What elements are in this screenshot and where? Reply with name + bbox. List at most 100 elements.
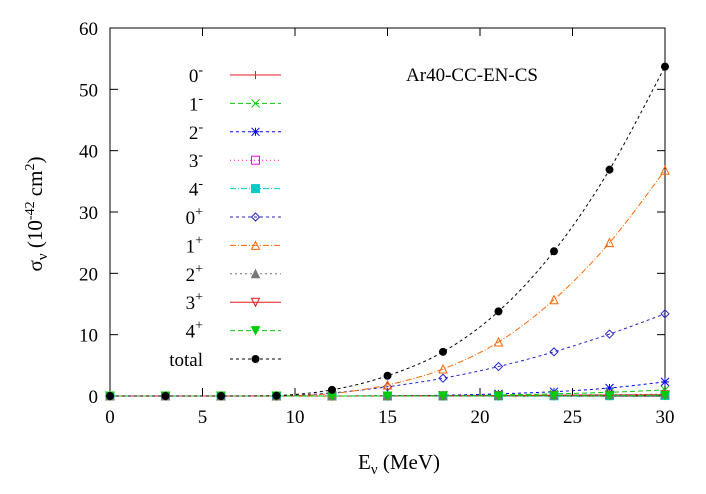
legend-item-4minus: 4- <box>189 177 281 201</box>
legend-marker-1minus <box>251 99 260 108</box>
legend-item-0minus: 0- <box>189 63 281 87</box>
data-point-2minus <box>660 377 670 387</box>
legend-marker-1plus <box>250 240 261 250</box>
series-total <box>106 62 669 400</box>
legend-label-1minus: 1- <box>189 91 204 115</box>
marker-shape <box>250 326 261 336</box>
data-point-total <box>161 392 170 400</box>
data-point-1plus <box>604 237 615 248</box>
legend-marker-3minus <box>251 155 260 165</box>
marker-shape <box>272 391 281 400</box>
x-axis-label: Eν (MeV) <box>358 450 440 478</box>
legend-label-0minus: 0- <box>189 63 204 87</box>
legend-label-3minus: 3- <box>189 148 204 172</box>
legend-marker-2minus <box>251 127 260 137</box>
series-line-total <box>109 66 666 397</box>
marker-shape <box>605 165 614 174</box>
data-point-1plus <box>382 379 393 390</box>
data-point-total <box>217 392 225 400</box>
chart-annotation: Ar40-CC-EN-CS <box>406 65 538 86</box>
data-point-1plus <box>660 165 670 175</box>
marker-shape <box>661 62 669 71</box>
marker-shape <box>217 392 225 400</box>
data-point-1plus <box>438 363 448 374</box>
marker-shape <box>328 385 336 394</box>
y-axis-label: σν (10-42 cm2) <box>23 157 51 272</box>
legend-label-1plus: 1+ <box>186 233 204 257</box>
marker-stroke <box>251 99 260 108</box>
legend-label-2plus: 2+ <box>186 262 204 286</box>
marker-shape <box>438 373 448 383</box>
marker-stroke <box>251 127 260 137</box>
y-tick-label: 40 <box>79 142 98 163</box>
legend-label-total: total <box>169 350 203 371</box>
data-point-1plus <box>549 294 559 305</box>
y-tick-label: 50 <box>79 80 98 101</box>
data-point-total <box>272 391 281 400</box>
data-point-total <box>328 385 336 394</box>
marker-shape <box>250 268 261 279</box>
marker-shape <box>494 307 503 316</box>
data-point-total <box>439 347 447 356</box>
legend-label-0plus: 0+ <box>186 205 204 229</box>
x-tick-label: 10 <box>286 407 305 428</box>
marker-shape <box>251 355 260 363</box>
series-layer <box>105 62 670 402</box>
y-tick-label: 0 <box>89 387 99 408</box>
series-line-4plus <box>109 394 666 397</box>
data-point-1plus <box>493 336 504 347</box>
legend-item-4plus: 4+ <box>186 319 281 343</box>
series-line-0plus <box>109 313 666 397</box>
marker-shape <box>106 392 114 400</box>
marker-shape <box>438 363 448 374</box>
data-point-0plus <box>438 373 448 383</box>
data-point-0plus <box>493 361 504 372</box>
x-tick-label: 5 <box>198 407 208 428</box>
data-point-total <box>550 247 558 256</box>
marker-stroke <box>605 383 614 393</box>
marker-shape <box>161 392 170 400</box>
x-tick-label: 15 <box>378 407 397 428</box>
legend-item-3minus: 3- <box>189 148 281 172</box>
marker-shape <box>383 371 392 380</box>
legend-marker-0minus <box>251 71 260 79</box>
data-point-4plus <box>604 391 615 401</box>
marker-stroke <box>660 377 670 387</box>
data-point-4plus <box>660 390 670 401</box>
data-point-0plus <box>549 347 559 357</box>
y-tick-label: 60 <box>79 19 98 40</box>
y-tick-label: 30 <box>79 203 98 224</box>
data-point-0plus <box>604 329 615 339</box>
x-tick-label: 20 <box>471 407 490 428</box>
marker-shape <box>251 184 260 194</box>
marker-shape <box>550 247 558 256</box>
marker-shape <box>549 294 559 305</box>
marker-shape <box>493 336 504 347</box>
y-tick-label: 20 <box>79 264 98 285</box>
axes: 0 5 10 15 20 25 30 0 10 20 30 40 50 60 <box>79 19 675 428</box>
y-tick-label: 10 <box>79 326 98 347</box>
x-tick-label: 0 <box>105 407 115 428</box>
marker-shape <box>660 165 670 175</box>
marker-shape <box>250 240 261 250</box>
series-line-1minus <box>109 389 666 397</box>
legend-marker-4plus <box>250 326 261 336</box>
legend-label-3plus: 3+ <box>186 290 204 314</box>
marker-shape <box>382 379 393 390</box>
legend-label-2minus: 2- <box>189 120 204 144</box>
legend-item-2plus: 2+ <box>186 262 281 286</box>
marker-shape <box>660 309 670 319</box>
legend-marker-0plus <box>250 212 261 222</box>
data-point-4plus <box>493 391 504 401</box>
legend-marker-2plus <box>250 268 261 279</box>
marker-shape <box>493 391 504 401</box>
data-point-total <box>605 165 614 174</box>
legend-label-4plus: 4+ <box>186 319 204 343</box>
legend: 0- 1- 2- 3- 4- 0+ 1+ 2+ 3+ 4+ total <box>169 63 281 371</box>
marker-shape <box>250 297 261 308</box>
legend-label-4minus: 4- <box>189 177 204 201</box>
marker-shape <box>438 391 448 401</box>
data-point-total <box>661 62 669 71</box>
